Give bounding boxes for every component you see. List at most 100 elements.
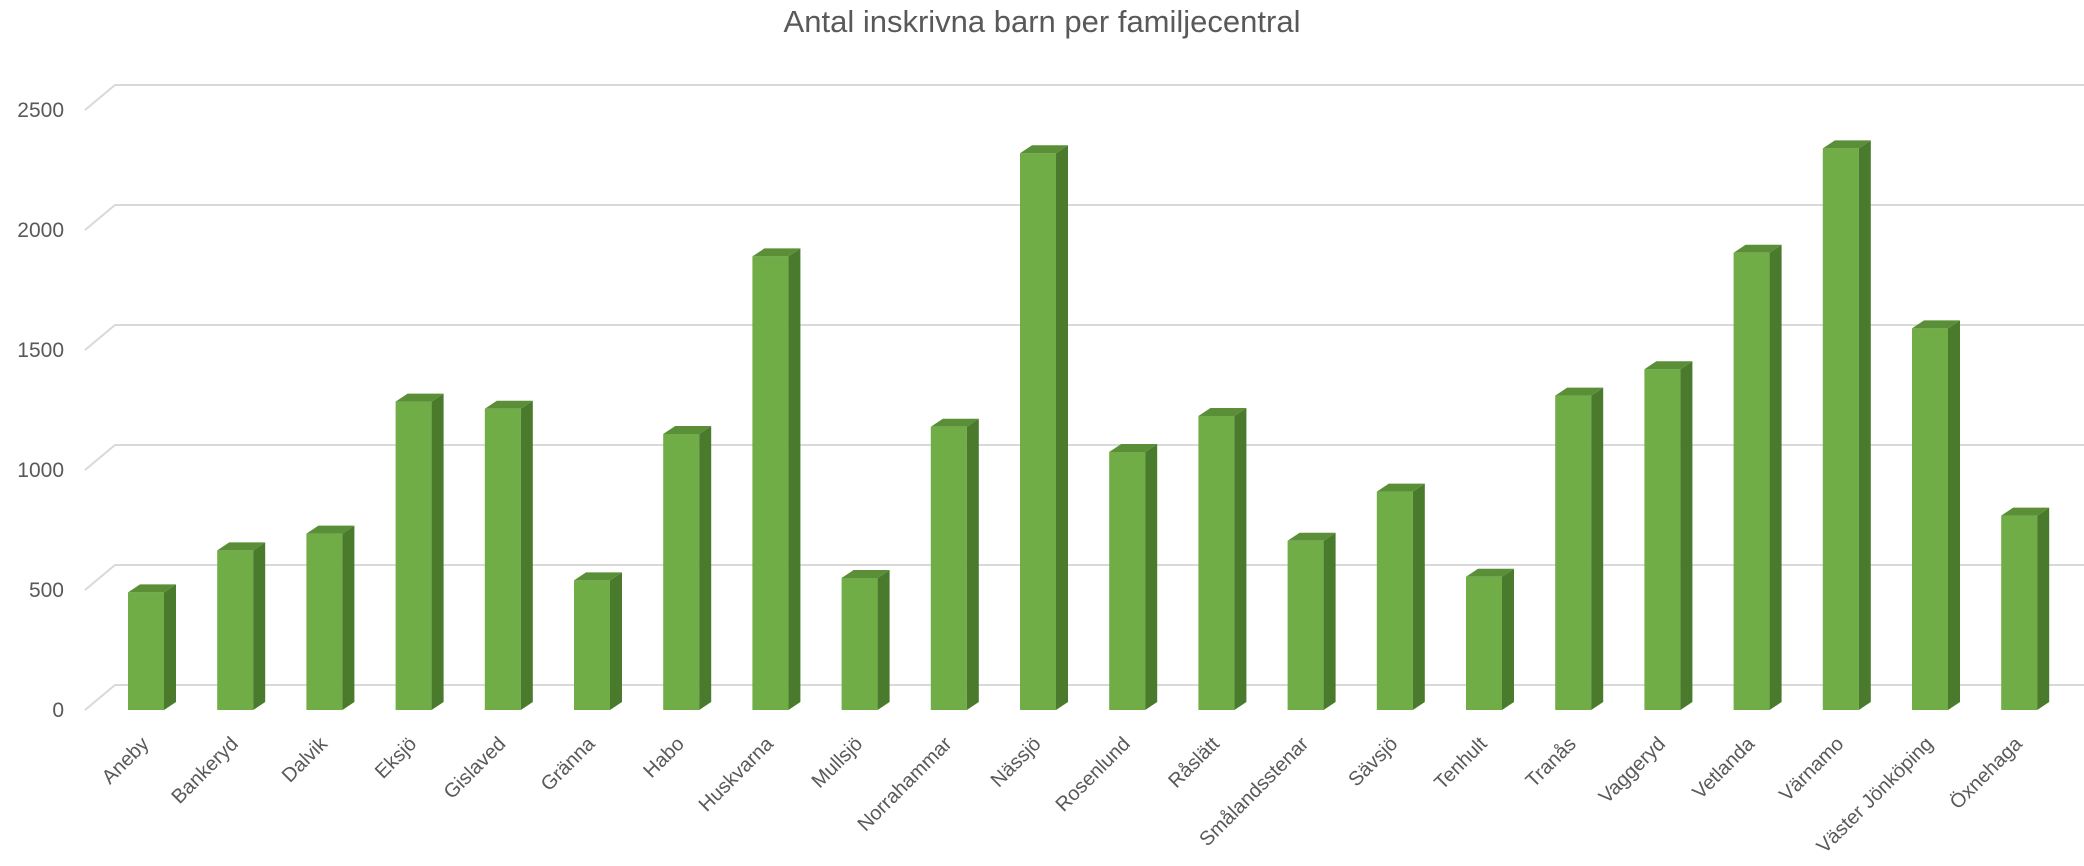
gridline (84, 324, 2084, 351)
gridline (84, 444, 2084, 471)
bar (217, 550, 254, 710)
bar-top (930, 418, 979, 427)
bar (1466, 576, 1502, 710)
x-tick-label: Dalvik (278, 732, 333, 787)
x-tick-label: Vaggeryd (1595, 733, 1670, 808)
x-tick-label: Öxnehaga (1946, 732, 2027, 813)
bar-top (1020, 145, 1068, 154)
bar-side (699, 426, 712, 710)
y-tick-label: 1500 (17, 339, 64, 362)
bar-side (1412, 483, 1425, 710)
y-tick-label: 1000 (17, 459, 64, 482)
y-tick-label: 2000 (17, 219, 64, 242)
bar (1020, 153, 1056, 710)
bar-side (1680, 361, 1693, 710)
x-tick-label: Habo (639, 733, 688, 782)
bar-top (1733, 244, 1782, 253)
bar (663, 434, 700, 710)
x-tick-label: Tenhult (1430, 733, 1491, 794)
x-tick-label: Nässjö (987, 733, 1046, 792)
x-tick-label: Värnamo (1775, 733, 1848, 806)
bar-side (1858, 140, 1871, 710)
bar (1198, 416, 1235, 710)
x-tick-label: Tranås (1522, 733, 1581, 792)
bar-top (217, 542, 266, 551)
chart-title: Antal inskrivna barn per familjecentral (783, 4, 1301, 39)
x-tick-label: Bankeryd (167, 733, 242, 808)
bar-side (164, 584, 176, 710)
gridline (84, 564, 2084, 591)
bar-side (1502, 568, 1514, 710)
bar-side (342, 525, 355, 710)
x-tick-label: Rosenlund (1052, 733, 1135, 816)
bar-side (788, 248, 801, 710)
bar-side (966, 418, 979, 710)
bar (841, 578, 878, 710)
bar-top (1644, 361, 1693, 370)
bar-top (2001, 507, 2050, 516)
bar-top (752, 248, 801, 257)
bar (395, 401, 432, 710)
bar-side (1948, 320, 1960, 710)
x-tick-label: Sävsjö (1344, 733, 1402, 791)
bar (1822, 148, 1859, 710)
x-tick-label: Vetlanda (1689, 732, 1760, 803)
bar-top (1912, 320, 1960, 329)
bar (752, 256, 789, 710)
bar-top (1109, 444, 1158, 452)
bar-side (610, 572, 622, 710)
bar-top (1198, 408, 1247, 416)
bar-top (484, 400, 533, 409)
gridline (84, 684, 2084, 711)
bar (1376, 491, 1413, 710)
bar (574, 580, 610, 710)
bar (1912, 328, 1948, 710)
y-tick-label: 0 (52, 699, 64, 722)
bar-side (1323, 532, 1336, 710)
bar-side (1145, 444, 1158, 710)
x-tick-label: Norrahammar (854, 733, 957, 836)
bar-top (841, 570, 890, 578)
bar-side (1591, 387, 1604, 710)
bar-side (1056, 145, 1068, 710)
bar (1733, 252, 1770, 711)
y-tick-label: 2500 (17, 99, 64, 122)
bar (1644, 369, 1681, 710)
bar-top (1287, 532, 1336, 541)
gridline (84, 84, 2084, 111)
x-tick-label: Råslätt (1164, 733, 1224, 793)
x-tick-label: Gränna (537, 732, 600, 795)
bar-top (306, 525, 355, 534)
bar (1555, 395, 1592, 710)
y-tick-label: 500 (29, 579, 64, 602)
bar-top (1466, 568, 1514, 577)
bar (930, 426, 967, 710)
bar-top (663, 426, 712, 434)
bar-side (877, 570, 890, 710)
x-tick-label: Gislaved (440, 733, 511, 804)
x-tick-label: Huskvarna (695, 732, 779, 816)
x-tick-label: Eksjö (371, 733, 421, 783)
bar-top (1555, 387, 1604, 396)
bar-top (1376, 483, 1425, 492)
bar (128, 592, 164, 710)
bar (306, 533, 343, 710)
bar-side (520, 400, 533, 710)
bar-top (128, 584, 176, 593)
bar-top (395, 393, 444, 402)
bar-side (1234, 408, 1247, 710)
bar-side (253, 542, 266, 710)
x-tick-label: Mullsjö (808, 733, 868, 793)
gridline (84, 204, 2084, 231)
bar-side (431, 393, 444, 710)
bar-side (2037, 507, 2050, 710)
x-tick-label: Aneby (98, 733, 154, 789)
bar-side (1769, 244, 1782, 711)
bar (2001, 515, 2038, 710)
bar (1109, 452, 1146, 710)
bar (1287, 540, 1324, 710)
bar-top (574, 572, 622, 581)
bar (484, 408, 521, 710)
